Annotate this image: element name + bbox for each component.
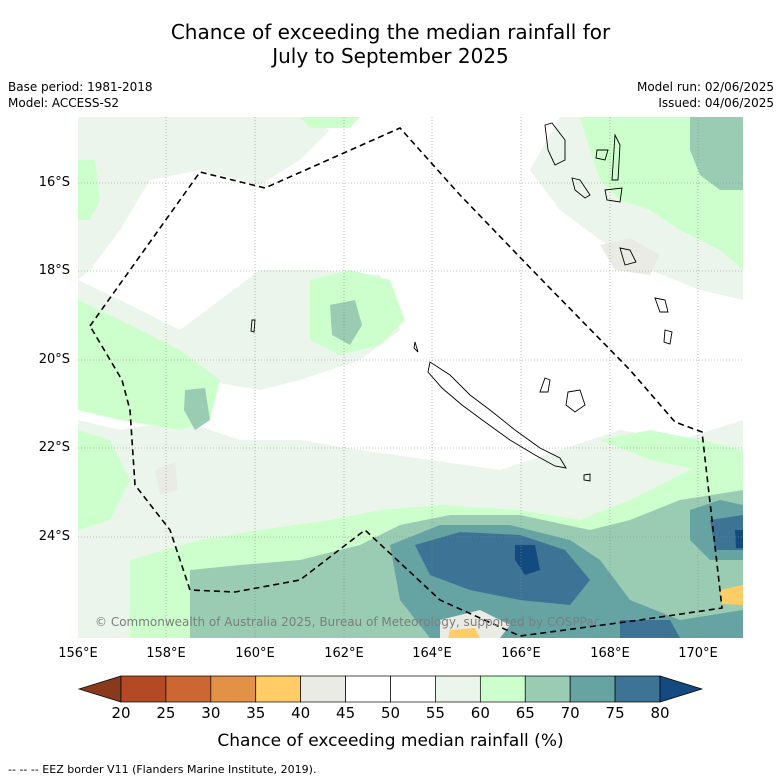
colorbar-bin-65	[524, 675, 571, 703]
lon-label-162e: 162°E	[324, 646, 364, 661]
lat-label-22s: 22°S	[38, 440, 70, 455]
colorbar-bin-35	[255, 675, 302, 703]
lon-label-156e: 156°E	[58, 646, 98, 661]
issued-date: Issued: 04/06/2025	[658, 96, 774, 110]
colorbar-bin-75	[614, 675, 661, 703]
colorbar-high-extend	[659, 675, 704, 703]
copyright-notice: © Commonwealth of Australia 2025, Bureau…	[95, 615, 601, 629]
colorbar-tick-45: 45	[336, 704, 356, 722]
colorbar-tick-40: 40	[291, 704, 311, 722]
model-run: Model run: 02/06/2025	[636, 80, 774, 94]
model-name: Model: ACCESS-S2	[8, 96, 120, 110]
lon-label-170e: 170°E	[678, 646, 718, 661]
colorbar-bin-60	[479, 675, 526, 703]
colorbar-bin-45	[345, 675, 391, 703]
probability-shading	[78, 117, 743, 638]
colorbar	[77, 675, 704, 703]
colorbar-title: Chance of exceeding median rainfall (%)	[217, 731, 564, 751]
colorbar-tick-20: 20	[111, 704, 131, 722]
colorbar-low-extend	[77, 675, 122, 703]
eez-legend-note: -- -- -- EEZ border V11 (Flanders Marine…	[8, 763, 317, 776]
colorbar-tick-25: 25	[156, 704, 176, 722]
colorbar-tick-65: 65	[515, 704, 535, 722]
colorbar-tick-50: 50	[380, 704, 401, 722]
coastline	[250, 122, 673, 482]
colorbar-tick-70: 70	[560, 704, 580, 722]
colorbar-bin-70	[569, 675, 616, 703]
colorbar-bin-55	[435, 675, 481, 703]
map-title-line-2: July to September 2025	[272, 44, 509, 68]
colorbar-bin-25	[165, 675, 212, 703]
lon-label-166e: 166°E	[501, 646, 541, 661]
colorbar-bin-20	[120, 675, 167, 703]
colorbar-tick-60: 60	[470, 704, 490, 722]
lon-label-168e: 168°E	[590, 646, 630, 661]
lat-label-18s: 18°S	[38, 263, 70, 278]
colorbar-bin-50	[390, 675, 436, 703]
lon-label-160e: 160°E	[235, 646, 275, 661]
map-title-line-1: Chance of exceeding the median rainfall …	[170, 20, 611, 44]
colorbar-tick-80: 80	[650, 704, 670, 722]
base-period: Base period: 1981-2018	[8, 80, 153, 94]
lon-label-164e: 164°E	[412, 646, 452, 661]
lat-label-20s: 20°S	[38, 352, 70, 367]
colorbar-bin-30	[210, 675, 257, 703]
colorbar-bin-40	[300, 675, 346, 703]
lat-label-16s: 16°S	[38, 175, 70, 190]
colorbar-tick-55: 55	[425, 704, 445, 722]
lon-label-158e: 158°E	[146, 646, 186, 661]
colorbar-tick-75: 75	[605, 704, 625, 722]
eez-border	[89, 127, 723, 637]
lat-label-24s: 24°S	[38, 529, 70, 544]
colorbar-tick-30: 30	[201, 704, 221, 722]
colorbar-tick-35: 35	[246, 704, 266, 722]
